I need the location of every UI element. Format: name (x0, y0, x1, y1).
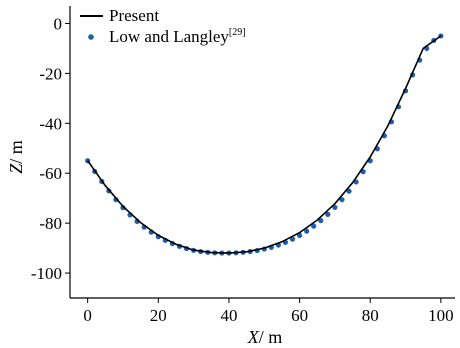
series-markers (85, 33, 444, 256)
x-tick-label: 0 (83, 306, 92, 325)
data-point (325, 211, 331, 217)
data-point (304, 228, 310, 234)
x-tick-label: 100 (428, 306, 454, 325)
y-tick-label: -100 (31, 264, 62, 283)
y-tick-label: -20 (39, 64, 62, 83)
y-tick-label: -60 (39, 164, 62, 183)
y-tick-label: -80 (39, 214, 62, 233)
x-tick-label: 80 (362, 306, 379, 325)
x-tick-label: 60 (291, 306, 308, 325)
series-line (87, 35, 442, 254)
x-tick-label: 40 (220, 306, 237, 325)
y-axis-label: Z/ m (6, 140, 26, 174)
y-axis-unit: / m (6, 140, 26, 164)
data-point (120, 205, 126, 211)
x-axis-symbol: X (247, 327, 260, 347)
y-axis-symbol: Z (6, 163, 26, 174)
data-point (318, 218, 324, 224)
legend-label-citation: [29] (229, 27, 246, 38)
x-axis-label: X/ m (247, 327, 283, 347)
y-tick-label: 0 (54, 14, 63, 33)
legend-label: Low and Langley[29] (109, 27, 246, 46)
data-point (311, 223, 317, 229)
x-tick-label: 20 (150, 306, 167, 325)
legend-label: Present (109, 6, 159, 25)
data-point (113, 197, 119, 203)
data-point (332, 204, 338, 211)
legend-marker-swatch (88, 34, 94, 40)
axes: 0 20 40 60 80 100 0 -20 -40 -60 -80 -100 (31, 6, 455, 325)
legend: Present Low and Langley[29] (80, 6, 246, 46)
x-axis-unit: / m (259, 327, 283, 347)
series-layer (85, 33, 444, 256)
data-point (346, 188, 352, 194)
data-point (339, 197, 345, 203)
y-tick-label: -40 (39, 114, 62, 133)
